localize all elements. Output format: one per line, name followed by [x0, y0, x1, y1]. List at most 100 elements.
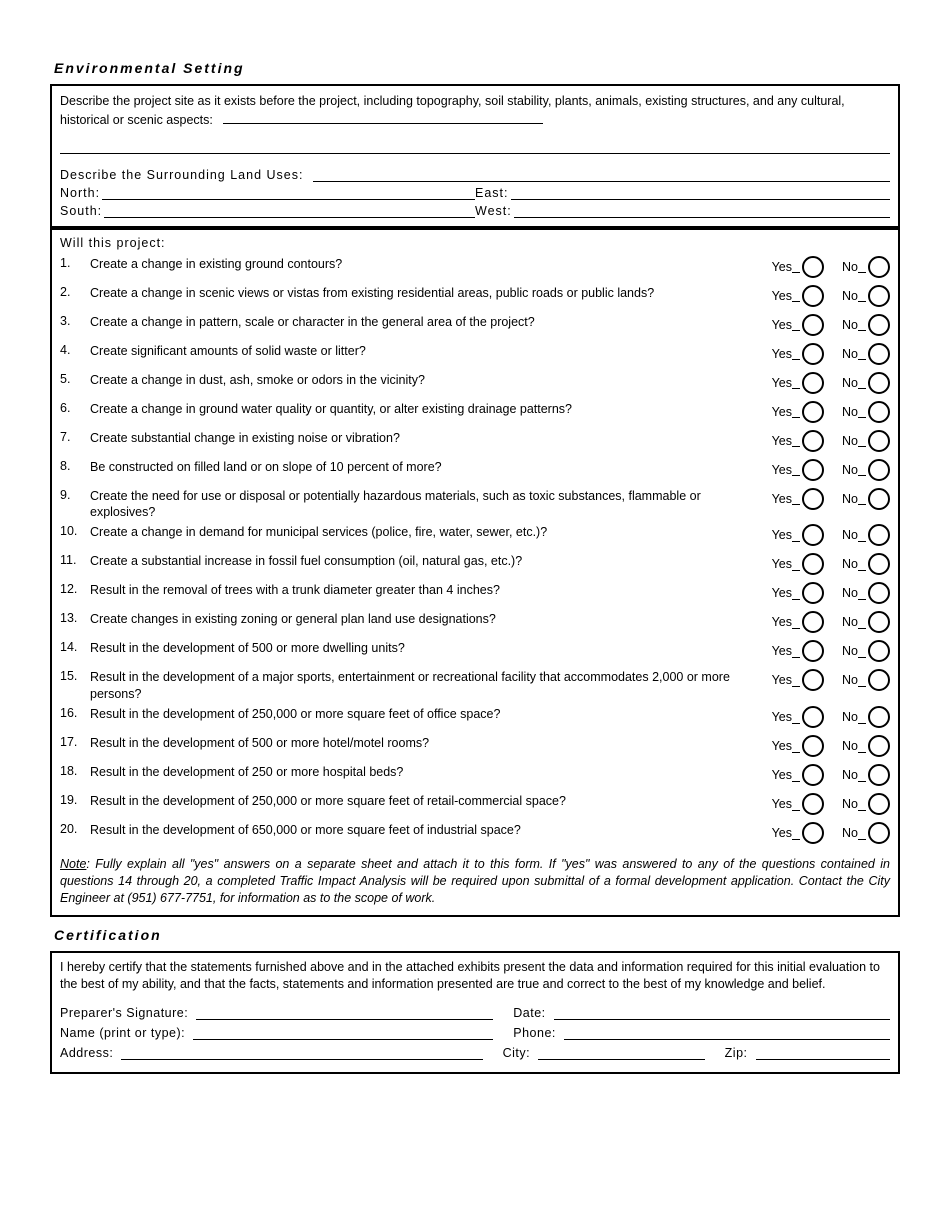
no-label: No — [842, 739, 858, 753]
yes-radio[interactable] — [802, 735, 824, 757]
question-number: 16. — [60, 706, 90, 720]
date-label: Date: — [513, 1006, 545, 1020]
no-radio[interactable] — [868, 582, 890, 604]
yes-label: Yes — [772, 644, 792, 658]
yes-radio[interactable] — [802, 524, 824, 546]
yes-option: Yes — [772, 459, 824, 481]
yes-radio[interactable] — [802, 401, 824, 423]
yes-radio[interactable] — [802, 314, 824, 336]
no-radio[interactable] — [868, 669, 890, 691]
no-option: No — [842, 285, 890, 307]
question-text: Result in the development of a major spo… — [90, 669, 772, 703]
yes-underline — [792, 330, 800, 331]
question-number: 2. — [60, 285, 90, 299]
yes-option: Yes — [772, 256, 824, 278]
yes-radio[interactable] — [802, 488, 824, 510]
no-radio[interactable] — [868, 611, 890, 633]
yes-radio[interactable] — [802, 459, 824, 481]
yes-underline — [792, 541, 800, 542]
yes-radio[interactable] — [802, 764, 824, 786]
no-label: No — [842, 673, 858, 687]
no-radio[interactable] — [868, 256, 890, 278]
question-row: 14.Result in the development of 500 or m… — [60, 640, 890, 666]
describe-site-line1[interactable] — [223, 123, 543, 124]
certification-box: I hereby certify that the statements fur… — [50, 951, 900, 1074]
certification-title: Certification — [54, 927, 900, 943]
no-radio[interactable] — [868, 459, 890, 481]
no-radio[interactable] — [868, 553, 890, 575]
no-radio[interactable] — [868, 401, 890, 423]
no-label: No — [842, 434, 858, 448]
yes-option: Yes — [772, 640, 824, 662]
yes-underline — [792, 657, 800, 658]
no-radio[interactable] — [868, 524, 890, 546]
yes-radio[interactable] — [802, 553, 824, 575]
yes-underline — [792, 388, 800, 389]
no-radio[interactable] — [868, 706, 890, 728]
yes-option: Yes — [772, 582, 824, 604]
describe-site-line2[interactable] — [60, 136, 890, 154]
no-radio[interactable] — [868, 640, 890, 662]
no-underline — [858, 686, 866, 687]
surrounding-label-row: Describe the Surrounding Land Uses: — [60, 168, 890, 182]
yes-underline — [792, 599, 800, 600]
no-radio[interactable] — [868, 764, 890, 786]
yes-radio[interactable] — [802, 256, 824, 278]
environmental-setting-title: Environmental Setting — [54, 60, 900, 76]
no-radio[interactable] — [868, 735, 890, 757]
yes-option: Yes — [772, 706, 824, 728]
no-radio[interactable] — [868, 343, 890, 365]
no-underline — [858, 599, 866, 600]
no-radio[interactable] — [868, 285, 890, 307]
yes-radio[interactable] — [802, 430, 824, 452]
yes-radio[interactable] — [802, 285, 824, 307]
question-text: Result in the development of 250 or more… — [90, 764, 772, 781]
address-input[interactable] — [121, 1046, 482, 1060]
yes-radio[interactable] — [802, 793, 824, 815]
yes-radio[interactable] — [802, 640, 824, 662]
city-input[interactable] — [538, 1046, 705, 1060]
yes-radio[interactable] — [802, 822, 824, 844]
question-number: 7. — [60, 430, 90, 444]
question-text: Create a change in demand for municipal … — [90, 524, 772, 541]
zip-input[interactable] — [756, 1046, 891, 1060]
preparer-input[interactable] — [196, 1006, 493, 1020]
yes-radio[interactable] — [802, 582, 824, 604]
south-input[interactable] — [104, 204, 475, 218]
yes-underline — [792, 752, 800, 753]
name-input[interactable] — [193, 1026, 493, 1040]
yes-label: Yes — [772, 347, 792, 361]
cert-text: I hereby certify that the statements fur… — [60, 959, 890, 994]
no-radio[interactable] — [868, 793, 890, 815]
west-label: West: — [475, 204, 512, 218]
north-input[interactable] — [102, 186, 475, 200]
yes-underline — [792, 570, 800, 571]
surrounding-line[interactable] — [313, 168, 890, 182]
yes-radio[interactable] — [802, 343, 824, 365]
yes-label: Yes — [772, 797, 792, 811]
no-radio[interactable] — [868, 822, 890, 844]
question-row: 10.Create a change in demand for municip… — [60, 524, 890, 550]
no-option: No — [842, 459, 890, 481]
no-radio[interactable] — [868, 314, 890, 336]
no-underline — [858, 752, 866, 753]
question-options: YesNo — [772, 343, 890, 365]
note-label: Note — [60, 857, 86, 871]
yes-radio[interactable] — [802, 372, 824, 394]
no-label: No — [842, 586, 858, 600]
yes-option: Yes — [772, 793, 824, 815]
yes-radio[interactable] — [802, 611, 824, 633]
no-radio[interactable] — [868, 430, 890, 452]
no-underline — [858, 359, 866, 360]
phone-input[interactable] — [564, 1026, 890, 1040]
yes-radio[interactable] — [802, 706, 824, 728]
no-option: No — [842, 793, 890, 815]
question-options: YesNo — [772, 372, 890, 394]
no-radio[interactable] — [868, 372, 890, 394]
west-input[interactable] — [514, 204, 890, 218]
date-input[interactable] — [554, 1006, 890, 1020]
yes-radio[interactable] — [802, 669, 824, 691]
east-input[interactable] — [511, 186, 891, 200]
question-number: 17. — [60, 735, 90, 749]
no-radio[interactable] — [868, 488, 890, 510]
